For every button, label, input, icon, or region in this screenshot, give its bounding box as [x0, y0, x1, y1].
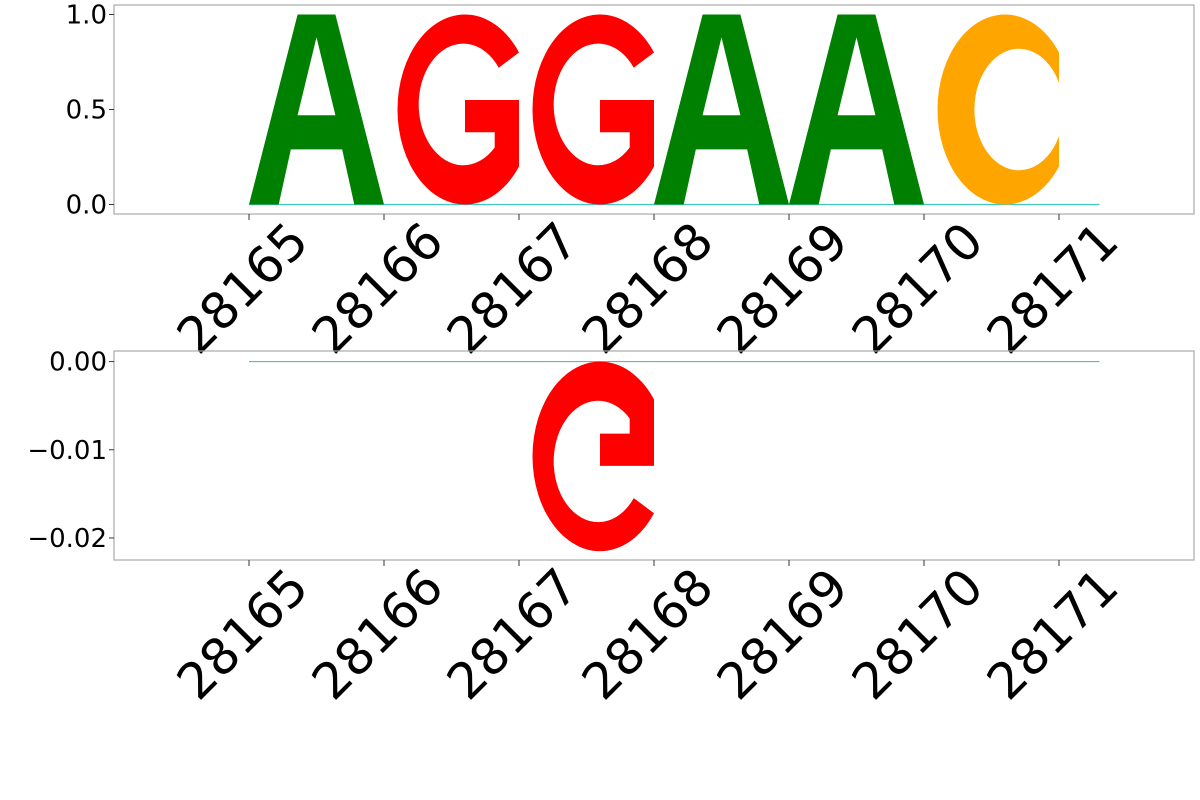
logo-letter-g-28167 — [532, 361, 654, 552]
top-logo-panel: 0.0 0.5 1.0 2816528166281672816828169281702… — [66, 1, 1195, 365]
x-tick-label: 28171 — [976, 557, 1129, 710]
y-tick-label: 0.5 — [66, 96, 107, 126]
x-tick-label: 28167 — [436, 557, 589, 710]
logo-letter-g-28166 — [397, 14, 519, 205]
x-tick-label: 28168 — [571, 211, 724, 364]
y-tick-label: −0.02 — [27, 524, 107, 554]
logo-letter-a-28165 — [249, 14, 384, 205]
bottom-logo-panel: 0.00−0.01−0.0228165281662816728168281692… — [27, 348, 1195, 711]
y-tick-label: −0.01 — [27, 436, 107, 466]
x-tick-label: 28169 — [706, 557, 859, 710]
logo-letter-a-28169 — [789, 14, 924, 205]
x-tick-label: 28165 — [166, 557, 319, 710]
x-tick-label: 28168 — [571, 557, 724, 710]
x-tick-label: 28167 — [436, 211, 589, 364]
y-tick-label: 1.0 — [66, 1, 107, 31]
y-tick-label: 0.00 — [49, 348, 107, 378]
x-tick-label: 28169 — [706, 211, 859, 364]
x-tick-label: 28171 — [976, 211, 1129, 364]
x-tick-label: 28166 — [301, 211, 454, 364]
x-tick-label: 28165 — [166, 211, 319, 364]
x-tick-label: 28170 — [841, 557, 994, 710]
x-tick-label: 28166 — [301, 557, 454, 710]
x-tick-label: 28170 — [841, 211, 994, 364]
logo-letter-g-28167 — [532, 14, 654, 205]
logo-letter-c-28170 — [937, 14, 1059, 205]
y-tick-label: 0.0 — [66, 191, 107, 221]
logo-letter-a-28168 — [654, 14, 789, 205]
